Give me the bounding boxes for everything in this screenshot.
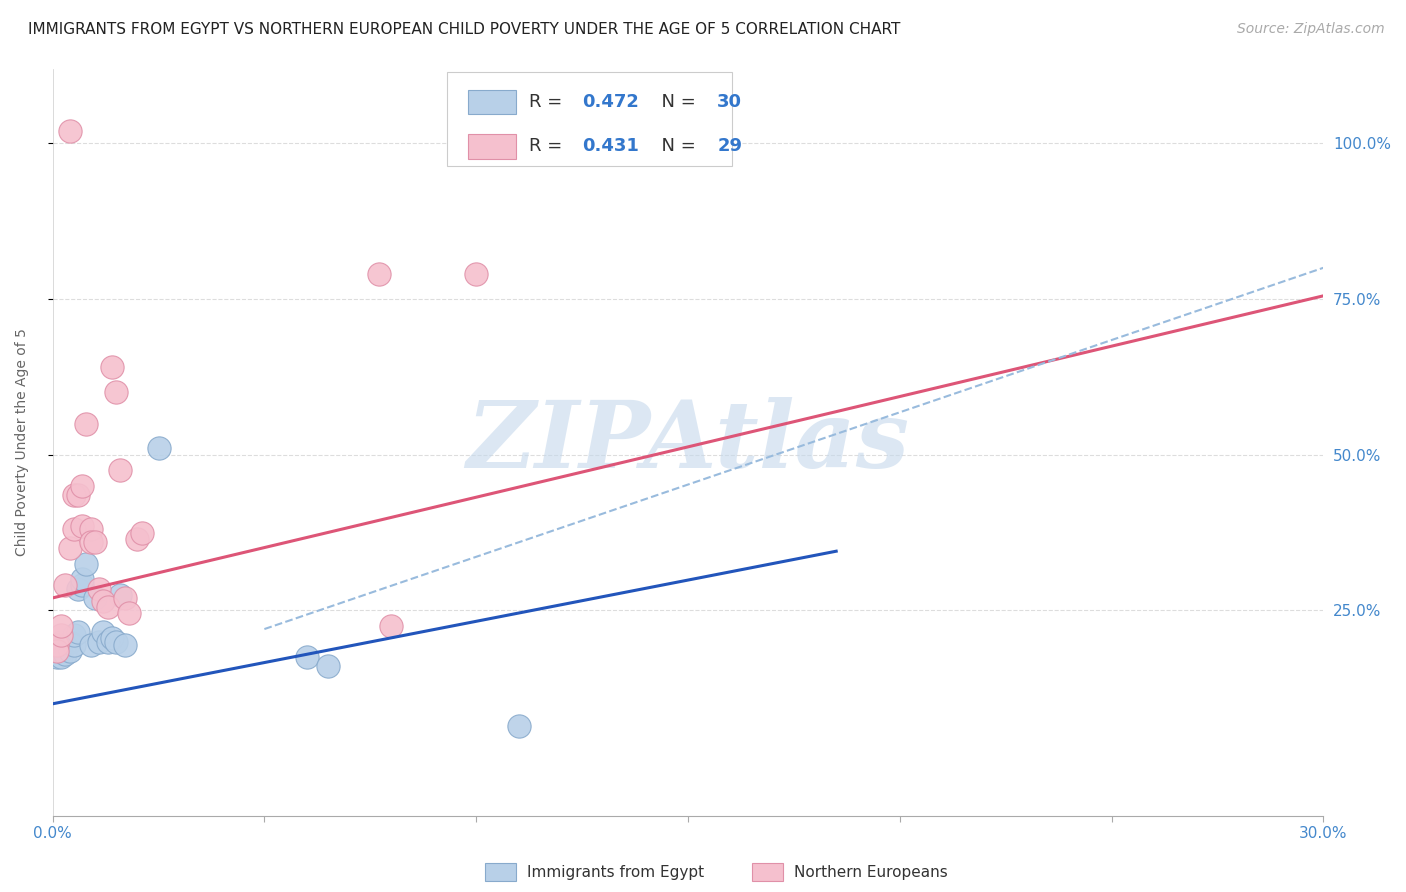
Point xyxy=(45,638,67,652)
Point xyxy=(49,619,72,633)
Point xyxy=(508,718,530,732)
Point xyxy=(89,634,111,648)
Point xyxy=(80,523,103,537)
Point xyxy=(76,557,98,571)
Text: 29: 29 xyxy=(717,137,742,155)
Point xyxy=(72,479,94,493)
Point xyxy=(84,534,107,549)
Text: Source: ZipAtlas.com: Source: ZipAtlas.com xyxy=(1237,22,1385,37)
Y-axis label: Child Poverty Under the Age of 5: Child Poverty Under the Age of 5 xyxy=(15,328,30,556)
FancyBboxPatch shape xyxy=(468,90,516,114)
Point xyxy=(465,267,488,281)
Point xyxy=(66,625,89,640)
Point xyxy=(45,644,67,658)
Point xyxy=(380,619,402,633)
Point xyxy=(62,523,84,537)
Point xyxy=(62,638,84,652)
Text: R =: R = xyxy=(529,93,568,111)
Point xyxy=(49,634,72,648)
Point xyxy=(58,644,80,658)
Point xyxy=(114,591,136,605)
Point xyxy=(76,417,98,431)
Text: ZIPAtlas: ZIPAtlas xyxy=(467,397,910,487)
Text: Immigrants from Egypt: Immigrants from Egypt xyxy=(527,865,704,880)
Point xyxy=(131,525,153,540)
Point xyxy=(72,578,94,592)
Point xyxy=(148,442,170,456)
Text: 30: 30 xyxy=(717,93,742,111)
Point xyxy=(58,124,80,138)
Point xyxy=(127,532,149,546)
Text: IMMIGRANTS FROM EGYPT VS NORTHERN EUROPEAN CHILD POVERTY UNDER THE AGE OF 5 CORR: IMMIGRANTS FROM EGYPT VS NORTHERN EUROPE… xyxy=(28,22,900,37)
Point xyxy=(66,582,89,596)
Point xyxy=(53,578,76,592)
Text: N =: N = xyxy=(650,93,702,111)
Point xyxy=(89,582,111,596)
Point xyxy=(49,650,72,665)
Text: N =: N = xyxy=(650,137,702,155)
Point xyxy=(97,600,120,615)
Point xyxy=(114,638,136,652)
Point xyxy=(45,644,67,658)
Point xyxy=(118,607,141,621)
Text: R =: R = xyxy=(529,137,568,155)
Point xyxy=(49,644,72,658)
Point xyxy=(80,638,103,652)
Point xyxy=(93,594,115,608)
Point xyxy=(101,632,124,646)
Point xyxy=(62,628,84,642)
Text: 0.431: 0.431 xyxy=(582,137,640,155)
FancyBboxPatch shape xyxy=(468,135,516,159)
FancyBboxPatch shape xyxy=(447,72,733,166)
Point xyxy=(45,638,67,652)
Point xyxy=(101,360,124,375)
Point xyxy=(72,519,94,533)
Point xyxy=(93,625,115,640)
Point xyxy=(367,267,389,281)
Point xyxy=(58,634,80,648)
Point xyxy=(316,659,339,673)
Point xyxy=(105,634,128,648)
Point xyxy=(105,385,128,400)
Point xyxy=(62,488,84,502)
Point xyxy=(97,634,120,648)
Point xyxy=(80,534,103,549)
Point xyxy=(45,650,67,665)
Point xyxy=(49,628,72,642)
Point xyxy=(84,591,107,605)
Point xyxy=(66,488,89,502)
Point xyxy=(58,541,80,555)
Point xyxy=(295,650,318,665)
Point xyxy=(72,572,94,586)
Text: Northern Europeans: Northern Europeans xyxy=(794,865,948,880)
Text: 0.472: 0.472 xyxy=(582,93,640,111)
Point xyxy=(110,588,132,602)
Point xyxy=(53,638,76,652)
Point xyxy=(53,647,76,661)
Point xyxy=(110,463,132,477)
